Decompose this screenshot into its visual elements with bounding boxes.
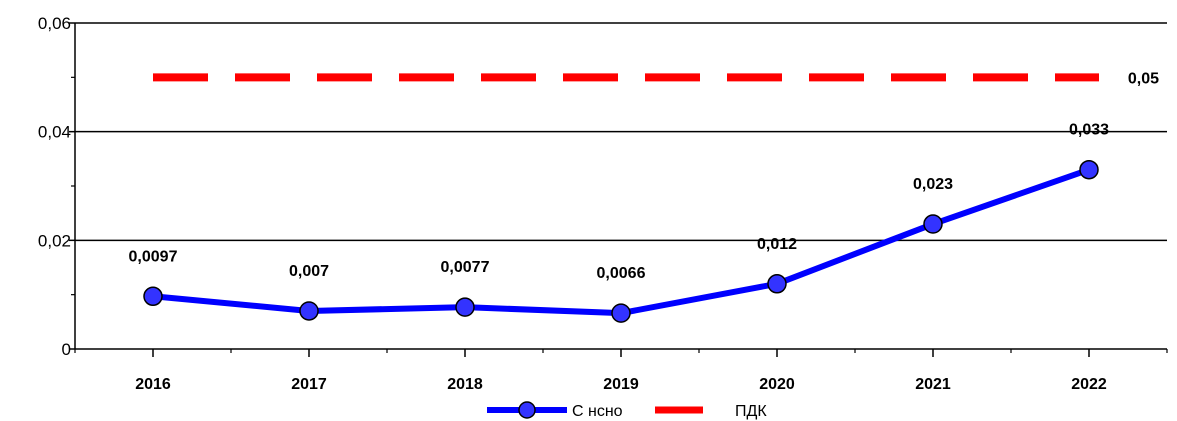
data-label-pdk: 0,05 — [1128, 70, 1159, 87]
data-point — [923, 214, 943, 234]
grid-lines — [75, 22, 1167, 242]
x-tick-label: 2021 — [915, 376, 951, 393]
x-tick-label: 2018 — [447, 376, 483, 393]
y-tick-label: 0 — [62, 340, 71, 359]
y-axis-ticks: 0 0,02 0,04 0,06 — [38, 14, 75, 359]
x-tick-label: 2022 — [1071, 376, 1107, 393]
legend: С нсно ПДК — [487, 401, 767, 420]
x-tick-label: 2019 — [603, 376, 639, 393]
data-label: 0,0066 — [597, 265, 646, 282]
data-label: 0,007 — [289, 263, 329, 280]
y-tick-label: 0,02 — [38, 231, 71, 250]
data-point — [767, 274, 787, 294]
x-axis-ticks: 2016 2017 2018 2019 2020 2021 2022 — [74, 349, 1168, 393]
data-label: 0,033 — [1069, 122, 1109, 139]
legend-label-pdk: ПДК — [735, 403, 767, 420]
x-tick-label: 2016 — [135, 376, 171, 393]
axes — [74, 23, 1167, 350]
x-tick-label: 2020 — [759, 376, 795, 393]
legend-label-c-nsno: С нсно — [572, 403, 623, 420]
data-point — [299, 301, 319, 321]
y-tick-label: 0,04 — [38, 123, 71, 142]
legend-marker — [518, 401, 536, 419]
data-label: 0,012 — [757, 236, 797, 253]
data-labels: 0,05 0,0097 0,007 0,0077 0,0066 0,012 0,023 0,0… — [129, 70, 1160, 282]
data-point — [455, 297, 475, 317]
y-tick-label: 0,06 — [38, 14, 71, 33]
data-label: 0,0097 — [129, 248, 178, 265]
data-point — [1079, 159, 1099, 180]
data-point — [611, 303, 631, 323]
x-tick-label: 2017 — [291, 376, 327, 393]
data-point — [143, 286, 163, 307]
data-label: 0,023 — [913, 176, 953, 193]
data-label: 0,0077 — [441, 259, 490, 276]
series-layer — [143, 73, 1099, 323]
